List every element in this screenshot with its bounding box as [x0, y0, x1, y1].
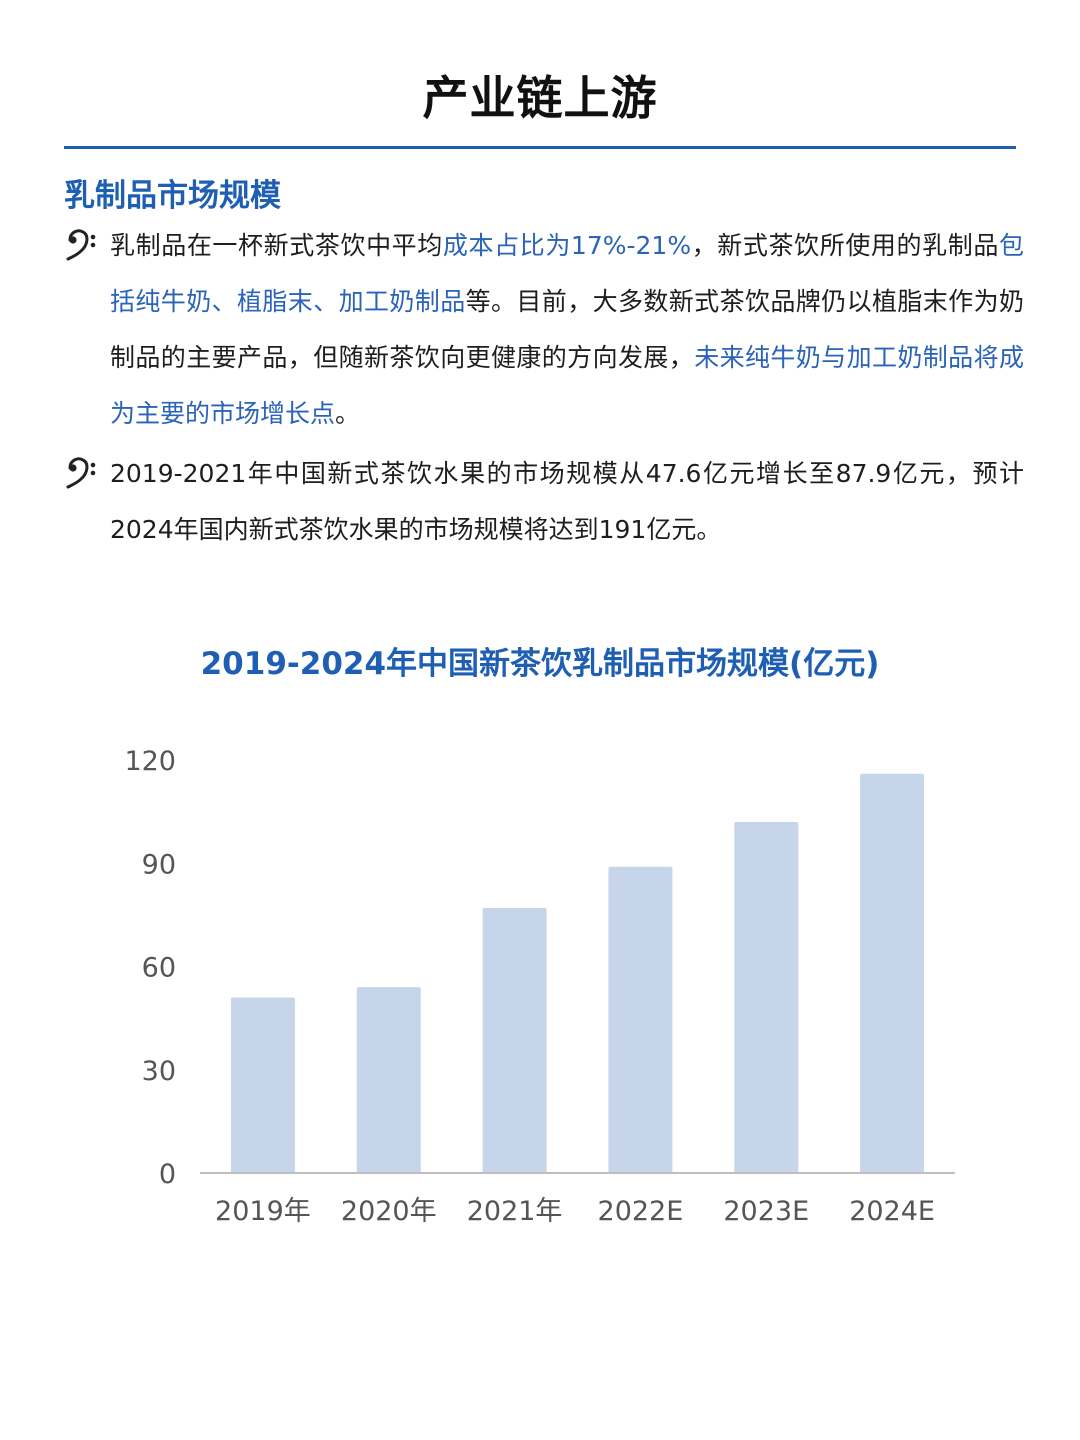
- bullet-list: 乳制品在一杯新式茶饮中平均成本占比为17%-21%，新式茶饮所使用的乳制品包括纯…: [64, 218, 1024, 562]
- x-tick-label: 2021年: [467, 1196, 563, 1227]
- bullet-1-text: 等。目前，大多数新式茶饮品牌仍以植脂末作为奶制品的主要产品，但随新茶饮向更健康的…: [110, 287, 1024, 372]
- x-axis: 2019年 2020年 2021年 2022E 2023E 2024E: [215, 1196, 935, 1227]
- x-tick-label: 2022E: [598, 1196, 684, 1227]
- bullet-item: 乳制品在一杯新式茶饮中平均成本占比为17%-21%，新式茶饮所使用的乳制品包括纯…: [64, 218, 1024, 442]
- bar: [356, 987, 421, 1173]
- y-tick-label: 30: [142, 1056, 176, 1087]
- bass-clef-icon: [64, 226, 100, 266]
- bullet-1-highlight: 包括纯牛奶、植脂末、加工奶制品: [110, 231, 1024, 316]
- x-tick-label: 2020年: [341, 1196, 437, 1227]
- bullet-item: 2019-2021年中国新式茶饮水果的市场规模从47.6亿元增长至87.9亿元，…: [64, 446, 1024, 558]
- bullet-1-text: 乳制品在一杯新式茶饮中平均: [110, 231, 443, 260]
- section-heading: 乳制品市场规模: [64, 178, 281, 214]
- y-tick-label: 0: [159, 1159, 176, 1190]
- bullet-1-highlight: 未来纯牛奶与加工奶制品将成为主要的市场增长点: [110, 343, 1024, 428]
- y-tick-label: 90: [142, 849, 176, 880]
- y-axis: 0 30 60 90 120: [124, 746, 176, 1190]
- chart-title: 2019-2024年中国新茶饮乳制品市场规模(亿元): [200, 646, 880, 682]
- bar-series: [230, 773, 925, 1173]
- y-tick-label: 60: [142, 953, 176, 984]
- bar-chart: 0 30 60 90 120 2019年 2020年 2021年 2022E 2023E 2024…: [124, 746, 955, 1227]
- bullet-1-text: ，新式茶饮所使用的乳制品: [691, 231, 999, 260]
- page-title: 产业链上游: [422, 71, 658, 125]
- bullet-1-text: 。: [335, 399, 361, 428]
- bullet-2-text: 2019-2021年中国新式茶饮水果的市场规模从47.6亿元增长至87.9亿元，…: [110, 459, 1024, 544]
- bullet-1-highlight: 成本占比为17%-21%: [442, 231, 692, 260]
- bar: [860, 773, 925, 1173]
- bass-clef-icon: [64, 454, 100, 494]
- bar: [608, 866, 673, 1173]
- bar: [734, 821, 799, 1173]
- x-tick-label: 2023E: [723, 1196, 809, 1227]
- bar: [482, 907, 547, 1173]
- y-tick-label: 120: [124, 746, 176, 777]
- x-tick-label: 2024E: [849, 1196, 935, 1227]
- bar: [230, 997, 295, 1173]
- title-divider: [64, 146, 1016, 149]
- x-tick-label: 2019年: [215, 1196, 311, 1227]
